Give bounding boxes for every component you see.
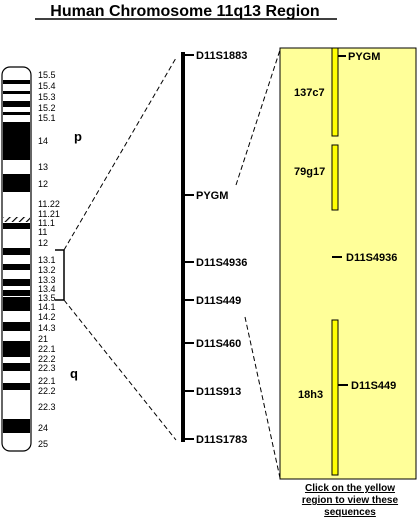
band-label: 22.2 [38, 354, 56, 364]
zoom-lines-right [235, 49, 281, 479]
chromosome-band [3, 223, 30, 229]
marker-label: D11S1783 [196, 434, 247, 446]
instruction-text: Click on the yellow region to view these… [302, 483, 399, 518]
marker-ticks [185, 54, 194, 440]
centromere-band [3, 217, 30, 222]
region-marker-label: PYGM [348, 51, 380, 63]
band-label: 14.1 [38, 302, 56, 312]
clone-label-79g17: 79g17 [294, 166, 325, 178]
clone-bar-18h3[interactable] [331, 319, 339, 476]
chromosome-band [3, 80, 30, 84]
instruction-line: Click on the yellow [305, 483, 395, 494]
chromosome-band [3, 122, 30, 160]
band-label: 14.3 [38, 323, 56, 333]
band-label: 15.2 [38, 103, 56, 113]
band-label: 22.1 [38, 344, 56, 354]
marker-map: D11S1883 PYGM D11S4936 D11S449 D11S460 D… [181, 50, 247, 446]
band-label: 15.4 [38, 81, 56, 91]
band-label: 13.3 [38, 275, 56, 285]
region-bracket [55, 249, 65, 301]
clone-bar-137c7[interactable] [331, 47, 339, 137]
region-marker-label: D11S449 [351, 380, 396, 392]
band-label: 13 [38, 162, 48, 172]
chromosome-band [3, 297, 30, 311]
band-label: 15.3 [38, 92, 56, 102]
band-label: 25 [38, 439, 48, 449]
chromosome-band [3, 248, 30, 255]
yellow-region-background[interactable] [279, 47, 417, 480]
band-label: 11.22 [38, 199, 60, 209]
marker-label: PYGM [196, 190, 228, 202]
chromosome-band [3, 112, 30, 115]
chromosome-ideogram [1, 66, 32, 452]
band-label: 13.2 [38, 265, 56, 275]
clone-bar-79g17[interactable] [331, 144, 339, 211]
yellow-sequence-region[interactable]: 137c7 79g17 18h3 PYGM D11S4936 D11S449 [279, 47, 417, 480]
band-label: 22.3 [38, 363, 56, 373]
region-marker-label: D11S4936 [346, 252, 397, 264]
marker-label: D11S913 [196, 386, 241, 398]
arm-label-q: q [70, 366, 78, 381]
chromosome-band [3, 101, 30, 107]
band-label: 13.5 [38, 293, 56, 303]
marker-label: D11S1883 [196, 50, 247, 62]
band-label: 22.2 [38, 386, 56, 396]
clone-label-18h3: 18h3 [298, 389, 323, 401]
band-label: 11 [38, 227, 47, 237]
band-label: 22.1 [38, 376, 56, 386]
chromosome-band [3, 279, 30, 286]
marker-label: D11S449 [196, 295, 241, 307]
clone-label-137c7: 137c7 [294, 87, 325, 99]
band-label: 11.1 [38, 218, 55, 228]
band-label: 14 [38, 136, 48, 146]
band-label: 24 [38, 423, 48, 433]
chromosome-band [3, 322, 30, 331]
band-label: 21 [38, 334, 48, 344]
band-label: 13.4 [38, 284, 56, 294]
band-label: 12 [38, 238, 48, 248]
marker-label: D11S4936 [196, 257, 247, 269]
band-label: 11.21 [38, 209, 60, 219]
band-labels: 15.515.415.315.215.1 14 13 12 11.2211.2111.1… [38, 70, 60, 449]
chromosome-band [3, 264, 30, 270]
band-label: 22.3 [38, 402, 56, 412]
instruction-line: sequences [324, 507, 376, 518]
arm-label-p: p [74, 129, 82, 144]
instruction-line: region to view these [302, 495, 399, 506]
band-label: 13.1 [38, 255, 56, 265]
chromosome-band [3, 341, 30, 357]
band-label: 12 [38, 179, 48, 189]
band-label: 15.1 [38, 113, 56, 123]
chromosome-band [3, 91, 30, 94]
chromosome-band [3, 174, 30, 192]
chromosome-band [3, 363, 30, 371]
chromosome-band [3, 290, 30, 296]
marker-label: D11S460 [196, 338, 241, 350]
band-label: 14.2 [38, 312, 56, 322]
band-label: 15.5 [38, 70, 56, 80]
chromosome-band [3, 419, 30, 433]
zoom-lines-left [63, 57, 177, 441]
page-title: Human Chromosome 11q13 Region [50, 3, 319, 20]
marker-map-axis [181, 52, 185, 442]
chromosome-band [3, 383, 30, 390]
region-marker-ticks [332, 55, 348, 386]
